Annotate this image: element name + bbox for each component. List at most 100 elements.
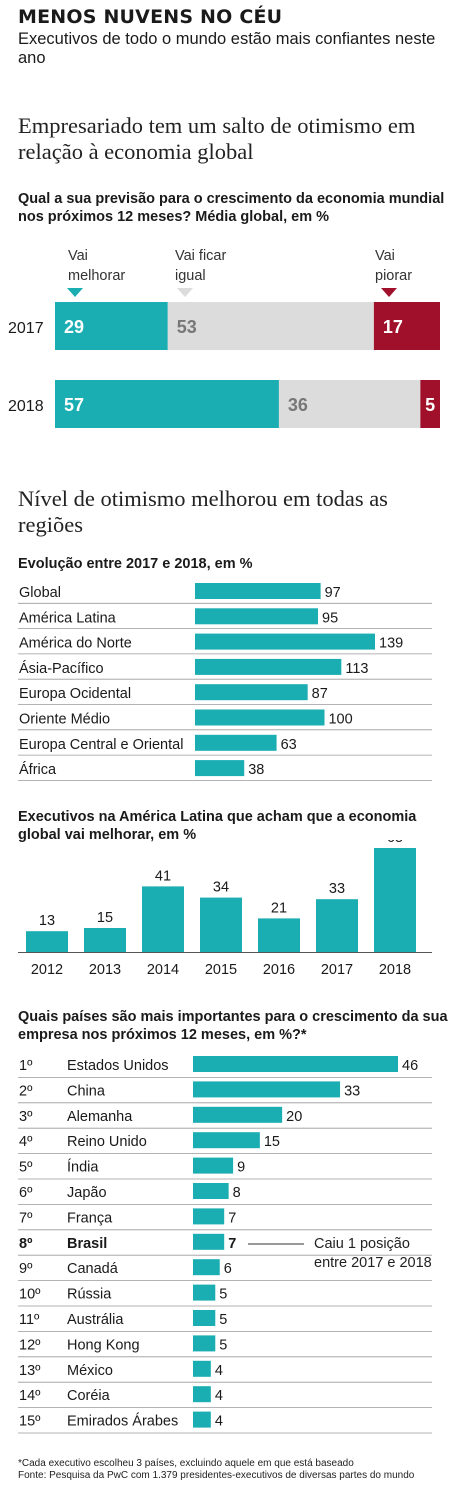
- country-value: 7: [228, 1236, 236, 1252]
- section2-question: Evolução entre 2017 e 2018, em %: [18, 556, 253, 572]
- country-label: Hong Kong: [67, 1337, 140, 1353]
- region-bar: [195, 583, 321, 599]
- country-label: Japão: [67, 1185, 107, 1201]
- rank-label: 2º: [19, 1083, 33, 1099]
- country-bar: [193, 1310, 216, 1326]
- rank-label: 13º: [19, 1363, 41, 1379]
- year-label-2018: 2018: [8, 398, 44, 415]
- segment-label-2018-1: 36: [288, 395, 308, 415]
- country-label: Austrália: [67, 1312, 124, 1328]
- country-bar: [193, 1157, 234, 1174]
- column-year-2012: 2012: [31, 962, 63, 978]
- rank-label: 11º: [19, 1312, 40, 1328]
- column-value-2013: 15: [97, 910, 113, 926]
- country-bar: [193, 1132, 260, 1149]
- region-label: África: [19, 761, 57, 778]
- region-label: Oriente Médio: [19, 712, 110, 728]
- country-bar: [193, 1259, 220, 1276]
- country-label: Emirados Árabes: [67, 1413, 178, 1430]
- column-year-2018: 2018: [379, 962, 411, 978]
- country-label: Reino Unido: [67, 1134, 147, 1150]
- bar-segment-2017-2: [373, 302, 440, 350]
- region-bar: [195, 658, 342, 675]
- column-bar-2016: [258, 918, 300, 952]
- section2-headline: Nível de otimismo melhorou em todas as r…: [18, 486, 388, 537]
- country-label: Alemanha: [67, 1109, 133, 1125]
- region-value: 100: [328, 712, 352, 728]
- column-year-2013: 2013: [89, 962, 121, 978]
- country-label: Canadá: [67, 1261, 119, 1277]
- country-bar: [193, 1360, 211, 1377]
- region-bar: [195, 684, 308, 701]
- section3-question: Executivos na América Latina que acham q…: [18, 809, 417, 843]
- legend-same-marker: [177, 288, 193, 297]
- segment-label-2017-2: 17: [383, 317, 403, 337]
- column-year-2015: 2015: [205, 962, 237, 978]
- country-value: 4: [215, 1414, 223, 1430]
- region-label: Global: [19, 585, 61, 601]
- rank-label: 14º: [19, 1388, 41, 1404]
- segment-label-2017-1: 53: [177, 317, 197, 337]
- section1-question: Qual a sua previsão para o crescimento d…: [18, 191, 445, 225]
- bar-segment-2018-1: [278, 380, 421, 428]
- region-value: 38: [248, 762, 264, 778]
- country-label: Coréia: [67, 1388, 111, 1404]
- region-bar: [195, 734, 277, 751]
- region-bar: [195, 608, 319, 625]
- country-value: 33: [344, 1083, 360, 1099]
- column-bar-2012: [26, 931, 68, 952]
- country-value: 4: [215, 1363, 223, 1379]
- country-label: México: [67, 1363, 113, 1379]
- column-year-2014: 2014: [147, 962, 179, 978]
- region-label: Europa Central e Oriental: [19, 737, 183, 753]
- region-label: América Latina: [19, 610, 117, 626]
- column-value-2018: 65: [387, 840, 403, 846]
- country-value: 7: [228, 1210, 236, 1226]
- rank-label: 1º: [19, 1058, 33, 1074]
- country-value: 5: [219, 1337, 227, 1353]
- rank-label: 9º: [19, 1261, 33, 1277]
- region-bar: [195, 633, 375, 650]
- region-bar: [195, 709, 325, 726]
- regions-bar-chart: Global 97 América Latina 95 América do Norte…: [18, 583, 432, 781]
- column-bar-2017: [316, 899, 358, 952]
- rank-label: 6º: [19, 1185, 33, 1201]
- bar-segment-2018-0: [55, 380, 279, 428]
- bar-segment-2017-1: [167, 302, 374, 350]
- legend-same: Vai ficar igual: [175, 248, 227, 284]
- rank-label: 7º: [19, 1210, 33, 1226]
- rank-label: 10º: [19, 1287, 41, 1303]
- country-value: 6: [224, 1261, 232, 1277]
- region-value: 113: [345, 661, 368, 677]
- rank-label: 15º: [19, 1414, 41, 1430]
- country-value: 46: [402, 1058, 418, 1074]
- column-value-2014: 41: [155, 868, 171, 884]
- column-bar-2018: [374, 848, 416, 952]
- country-bar: [193, 1208, 225, 1225]
- country-bar: [193, 1233, 225, 1250]
- rank-label: 5º: [19, 1160, 33, 1176]
- country-value: 9: [237, 1160, 245, 1176]
- region-value: 87: [312, 686, 328, 702]
- legend-better-marker: [67, 288, 83, 297]
- legend-worse: Vai piorar: [375, 248, 413, 284]
- year-label-2017: 2017: [8, 320, 44, 337]
- country-label: Rússia: [67, 1287, 112, 1303]
- stacked-bar-chart: 2017 29 53 17 2018 57 36 5: [8, 288, 440, 428]
- country-bar: [193, 1056, 398, 1072]
- country-label: China: [67, 1083, 106, 1099]
- column-year-2016: 2016: [263, 962, 295, 978]
- segment-label-2018-2: 5: [425, 395, 435, 415]
- rank-label: 12º: [19, 1337, 41, 1353]
- country-bar: [193, 1386, 211, 1403]
- bar-segment-2018-2: [420, 380, 440, 428]
- section1-headline: Empresariado tem um salto de otimismo em…: [18, 113, 416, 164]
- legend-better: Vai melhorar: [68, 248, 126, 284]
- column-bar-2015: [200, 897, 242, 952]
- column-year-2017: 2017: [321, 962, 353, 978]
- country-value: 8: [233, 1185, 241, 1201]
- latam-column-chart: 13 2012 15 2013 41 2014 34 2015 21 2016 33 2017 65 20…: [18, 840, 432, 978]
- region-value: 63: [281, 737, 297, 753]
- country-value: 20: [286, 1109, 302, 1125]
- region-label: América do Norte: [19, 636, 132, 652]
